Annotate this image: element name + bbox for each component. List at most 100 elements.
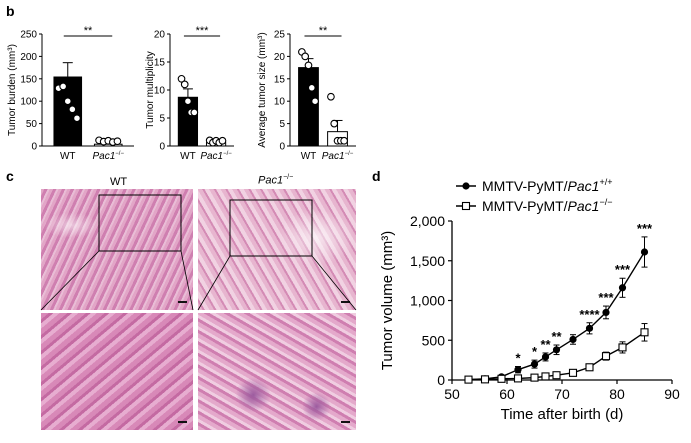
data-point <box>640 248 649 256</box>
y-tick-label: 50 <box>26 119 38 130</box>
legend-label-superscript: +/+ <box>599 177 612 187</box>
micrograph-wt-low <box>41 189 193 310</box>
data-point <box>73 114 81 123</box>
y-tick-label: 100 <box>20 97 37 108</box>
data-point <box>307 83 316 92</box>
data-point <box>514 366 522 374</box>
legend-marker <box>461 201 471 211</box>
data-point <box>301 52 310 61</box>
data-point <box>585 324 594 332</box>
legend-label-gene: Pac1 <box>568 178 600 194</box>
data-point <box>177 74 186 83</box>
data-point <box>618 284 627 292</box>
data-point <box>618 343 627 352</box>
legend-label: MMTV-PyMT/Pac1−/− <box>482 197 612 214</box>
panel-label-d: d <box>372 168 381 184</box>
scale-bar <box>178 421 187 423</box>
scale-bar <box>178 301 187 303</box>
legend-label: MMTV-PyMT/Pac1+/+ <box>482 177 612 194</box>
significance-label: *** <box>615 262 631 277</box>
y-axis-label: Tumor burden (mm³) <box>7 44 18 136</box>
y-tick-label: 25 <box>274 30 286 41</box>
y-tick-label: 10 <box>154 86 166 97</box>
micrograph-ko-high <box>198 313 356 430</box>
x-tick-label: 80 <box>609 386 625 402</box>
y-tick-label: 0 <box>279 142 285 153</box>
significance-label: * <box>532 344 538 359</box>
data-point <box>68 105 77 114</box>
y-tick-label: 15 <box>274 74 286 85</box>
data-point <box>63 97 72 106</box>
significance-label: **** <box>579 307 600 322</box>
scale-bar <box>341 421 350 423</box>
x-tick-label: 70 <box>554 386 570 402</box>
category-label-superscript: −/− <box>115 151 124 157</box>
y-tick-label: 20 <box>154 30 166 41</box>
panel-label-b: b <box>6 3 15 19</box>
data-point <box>601 352 611 361</box>
y-tick-label: 0 <box>31 142 37 153</box>
category-label: Pac1−/− <box>322 151 354 162</box>
bar <box>298 67 319 147</box>
y-tick-label: 0 <box>437 372 445 388</box>
data-point <box>602 308 610 317</box>
y-tick-label: 150 <box>20 74 37 85</box>
histology-label-pac1-ko: Pac1−/− <box>258 174 293 187</box>
data-point <box>218 136 227 145</box>
category-label: WT <box>60 151 76 162</box>
significance-label: *** <box>637 221 653 236</box>
scale-bar <box>341 301 350 303</box>
category-label: WT <box>180 151 196 162</box>
data-point <box>569 335 577 344</box>
y-tick-label: 1,500 <box>410 253 445 269</box>
histology-label-wt: WT <box>110 176 128 188</box>
y-tick-label: 10 <box>274 97 286 108</box>
significance-label: ** <box>84 25 93 37</box>
category-label-text: Pac1 <box>92 151 115 162</box>
data-point <box>541 353 550 361</box>
histology-label-pac1-sup: −/− <box>283 174 294 181</box>
data-point <box>552 346 561 354</box>
y-tick-label: 1,000 <box>410 293 445 309</box>
legend-marker <box>462 182 470 190</box>
data-point <box>530 360 539 368</box>
category-label: WT <box>301 151 317 162</box>
y-tick-label: 500 <box>422 332 446 348</box>
x-tick-label: 50 <box>444 386 460 402</box>
x-tick-label: 90 <box>664 386 680 402</box>
data-point <box>585 363 594 372</box>
data-point <box>304 61 313 70</box>
data-point <box>480 375 490 384</box>
y-tick-label: 200 <box>20 52 37 63</box>
category-label-text: WT <box>60 151 76 162</box>
data-point <box>530 373 539 382</box>
category-label-text: WT <box>180 151 196 162</box>
data-point <box>327 92 335 101</box>
significance-label: *** <box>196 25 210 37</box>
bar-chart-tumor-multiplicity: 0 5 10 15 20 Tumor multiplicity WT Pac1−/− *** <box>145 25 234 162</box>
panel-label-c: c <box>6 168 14 184</box>
category-label: Pac1−/− <box>200 151 232 162</box>
legend-label-superscript: −/− <box>599 197 612 207</box>
bar-chart-average-tumor-size: 0 5 10 15 20 25 Average tumor size (mm³) WT Pac1… <box>257 25 356 162</box>
y-tick-label: 20 <box>274 52 286 63</box>
data-point <box>340 136 348 145</box>
y-tick-label: 15 <box>154 58 166 69</box>
significance-label: *** <box>598 290 614 305</box>
micrograph-wt-high <box>41 313 193 430</box>
y-axis-label: Tumor multiplicity <box>145 51 156 128</box>
data-point <box>640 328 649 337</box>
data-point <box>113 137 122 146</box>
data-point <box>311 97 319 106</box>
category-label-text: WT <box>301 151 317 162</box>
data-point <box>330 119 339 128</box>
significance-label: ** <box>319 25 328 37</box>
data-point <box>464 375 473 384</box>
category-label-superscript: −/− <box>345 151 354 157</box>
y-tick-label: 2,000 <box>410 213 445 229</box>
legend-label-text: MMTV-PyMT/ <box>482 198 568 214</box>
y-tick-label: 5 <box>159 114 165 125</box>
category-label-text: Pac1 <box>200 151 223 162</box>
category-label-superscript: −/− <box>223 151 232 157</box>
legend-label-gene: Pac1 <box>568 198 600 214</box>
